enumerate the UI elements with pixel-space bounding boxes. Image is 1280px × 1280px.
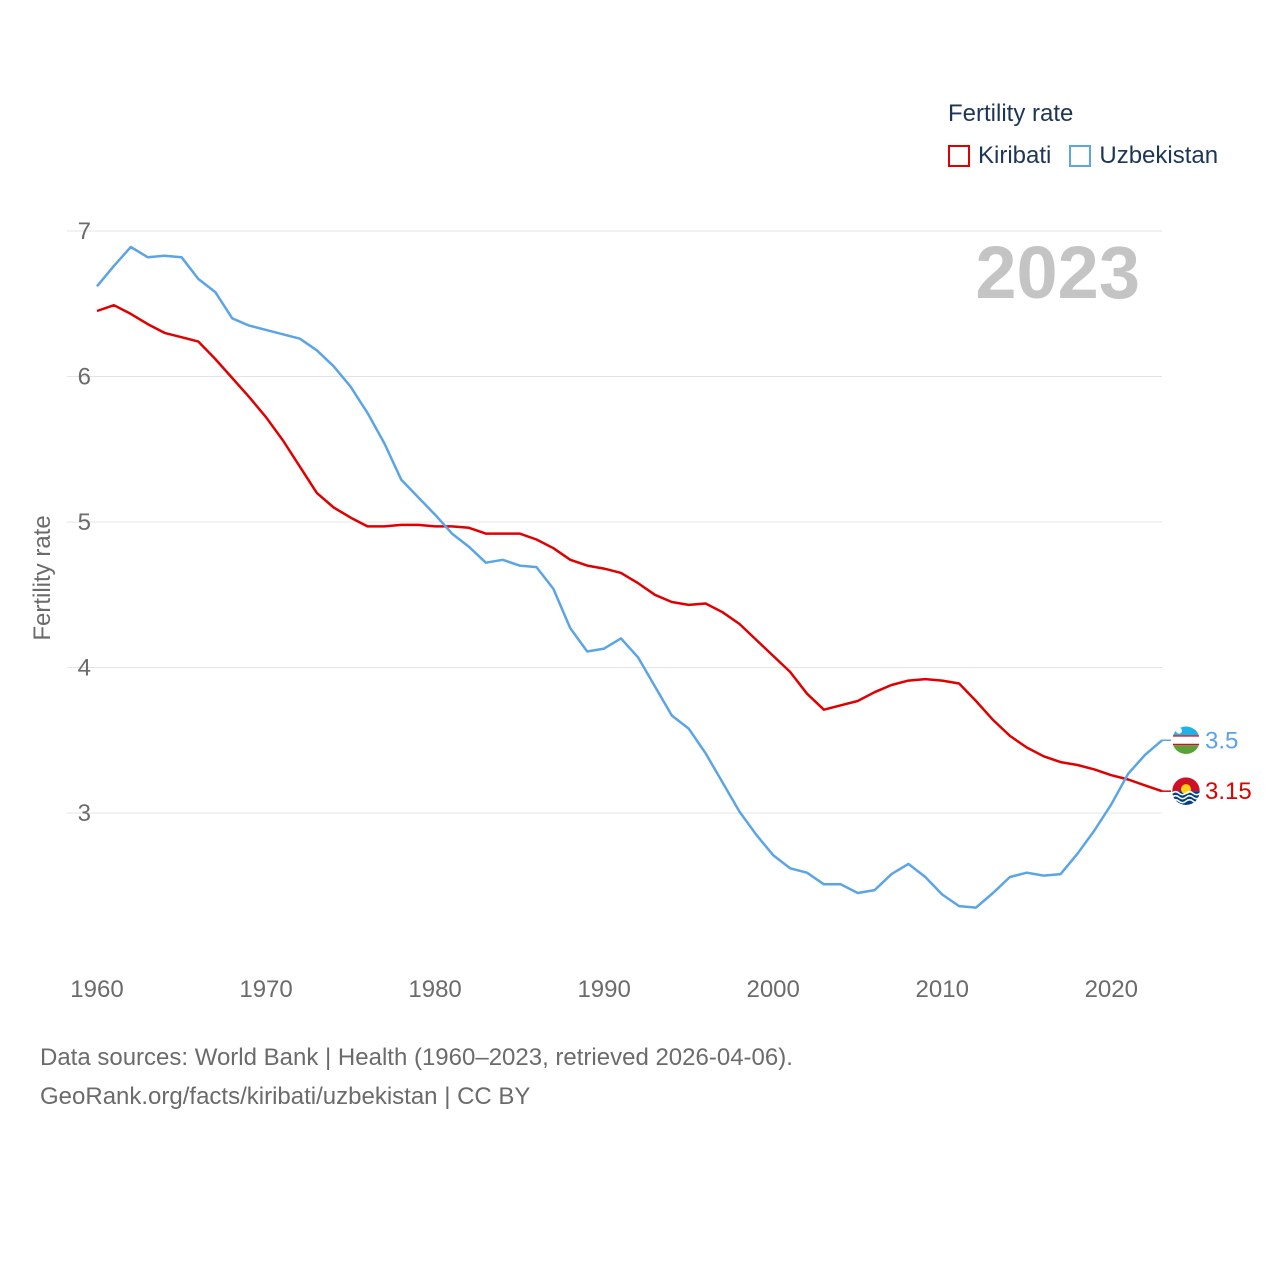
legend-swatch-kiribati <box>948 145 970 167</box>
footer-sources: Data sources: World Bank | Health (1960–… <box>40 1044 793 1071</box>
x-tick-label: 2020 <box>1085 976 1138 1003</box>
series-line-uzbekistan[interactable] <box>96 245 1163 909</box>
series-lines <box>96 245 1163 909</box>
legend-item-uzbekistan[interactable]: Uzbekistan <box>1069 142 1218 170</box>
x-tick-label: 1960 <box>70 976 123 1003</box>
legend-label-uzbekistan: Uzbekistan <box>1099 142 1219 169</box>
y-tick-label: 6 <box>78 364 91 391</box>
y-tick-label: 5 <box>78 509 91 536</box>
x-tick-label: 2010 <box>916 976 969 1003</box>
legend-label-kiribati: Kiribati <box>978 142 1052 169</box>
y-axis-label: Fertility rate <box>29 515 56 640</box>
y-tick-label: 3 <box>78 800 91 827</box>
end-labels: 3.15 3.5 <box>1162 726 1252 806</box>
legend-swatch-uzbekistan <box>1069 145 1092 167</box>
grid-lines <box>67 230 1162 814</box>
x-tick-label: 1970 <box>239 976 292 1003</box>
legend: Kiribati Uzbekistan <box>948 142 1236 170</box>
series-line-kiribati[interactable] <box>96 303 1163 793</box>
x-tick-label: 1990 <box>577 976 630 1003</box>
kiribati-flag-icon <box>1171 776 1201 806</box>
y-axis: 3 4 5 6 7 <box>78 218 91 827</box>
x-tick-label: 1980 <box>408 976 461 1003</box>
legend-title: Fertility rate <box>948 100 1074 127</box>
footer-attribution[interactable]: GeoRank.org/facts/kiribati/uzbekistan | … <box>40 1083 531 1110</box>
year-stamp: 2023 <box>975 231 1140 314</box>
end-label-kiribati: 3.15 <box>1205 778 1252 805</box>
uzbekistan-flag-icon <box>1171 726 1201 755</box>
end-label-uzbekistan: 3.5 <box>1205 727 1238 754</box>
legend-item-kiribati[interactable]: Kiribati <box>948 142 1051 170</box>
y-tick-label: 4 <box>78 655 91 682</box>
y-tick-label: 7 <box>78 218 91 245</box>
x-tick-label: 2000 <box>746 976 799 1003</box>
x-axis: 1960 1970 1980 1990 2000 2010 2020 <box>70 976 1138 1003</box>
